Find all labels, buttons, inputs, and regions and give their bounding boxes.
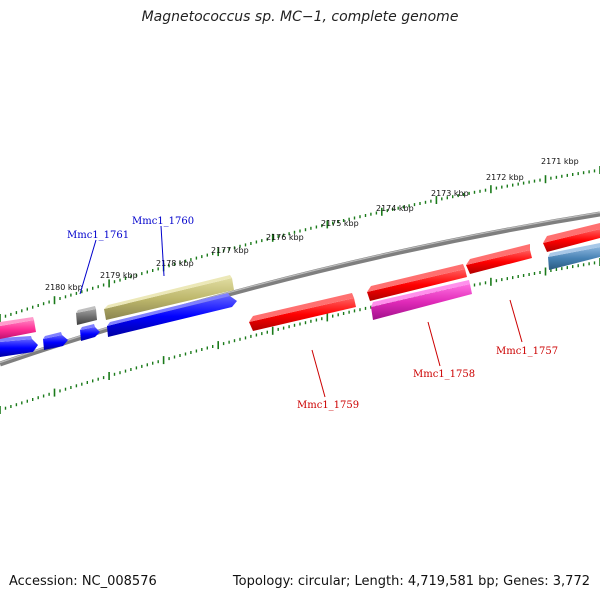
outer-scale-track bbox=[0, 166, 600, 322]
leader-line bbox=[160, 225, 165, 277]
gene-feature[interactable] bbox=[0, 317, 36, 339]
scale-label-2172: 2172 kbp bbox=[486, 173, 524, 182]
scale-label-2178: 2178 kbp bbox=[156, 259, 194, 268]
gene-label-mmc1-1758[interactable]: Mmc1_1758 bbox=[413, 369, 475, 380]
gene-feature[interactable] bbox=[80, 324, 100, 341]
gene-label-mmc1-1760[interactable]: Mmc1_1760 bbox=[132, 216, 194, 227]
gene-label-mmc1-1761[interactable]: Mmc1_1761 bbox=[67, 230, 129, 241]
accession-text: Accession: NC_008576 bbox=[9, 574, 157, 589]
scale-label-2173: 2173 kbp bbox=[431, 189, 469, 198]
leader-line bbox=[79, 239, 97, 295]
scale-label-2177: 2177 kbp bbox=[211, 246, 249, 255]
gene-feature[interactable] bbox=[543, 223, 600, 252]
scale-label-2176: 2176 kbp bbox=[266, 233, 304, 242]
gene-feature[interactable] bbox=[367, 264, 467, 301]
gene-label-mmc1-1757[interactable]: Mmc1_1757 bbox=[496, 346, 558, 357]
scale-label-2171: 2171 kbp bbox=[541, 157, 579, 166]
gene-feature[interactable] bbox=[249, 293, 356, 331]
gene-label-mmc1-1759[interactable]: Mmc1_1759 bbox=[297, 400, 359, 411]
gene-feature[interactable] bbox=[548, 243, 600, 270]
leader-line bbox=[509, 299, 523, 343]
scale-label-2180: 2180 kbp bbox=[45, 283, 83, 292]
gene-feature[interactable] bbox=[104, 275, 234, 320]
gene-feature[interactable] bbox=[0, 336, 38, 357]
page-title: Magnetococcus sp. MC−1, complete genome bbox=[141, 9, 459, 25]
gene-feature[interactable] bbox=[107, 293, 237, 337]
gene-feature[interactable] bbox=[466, 244, 532, 274]
gene-feature[interactable] bbox=[371, 280, 472, 320]
scale-label-2174: 2174 kbp bbox=[376, 204, 414, 213]
leader-line bbox=[427, 321, 441, 367]
gene-feature[interactable] bbox=[76, 306, 97, 325]
scale-label-2175: 2175 kbp bbox=[321, 219, 359, 228]
genome-summary-text: Topology: circular; Length: 4,719,581 bp… bbox=[232, 574, 590, 589]
gene-feature[interactable] bbox=[43, 332, 68, 350]
leader-line bbox=[311, 349, 326, 398]
scale-label-2179: 2179 kbp bbox=[100, 271, 138, 280]
